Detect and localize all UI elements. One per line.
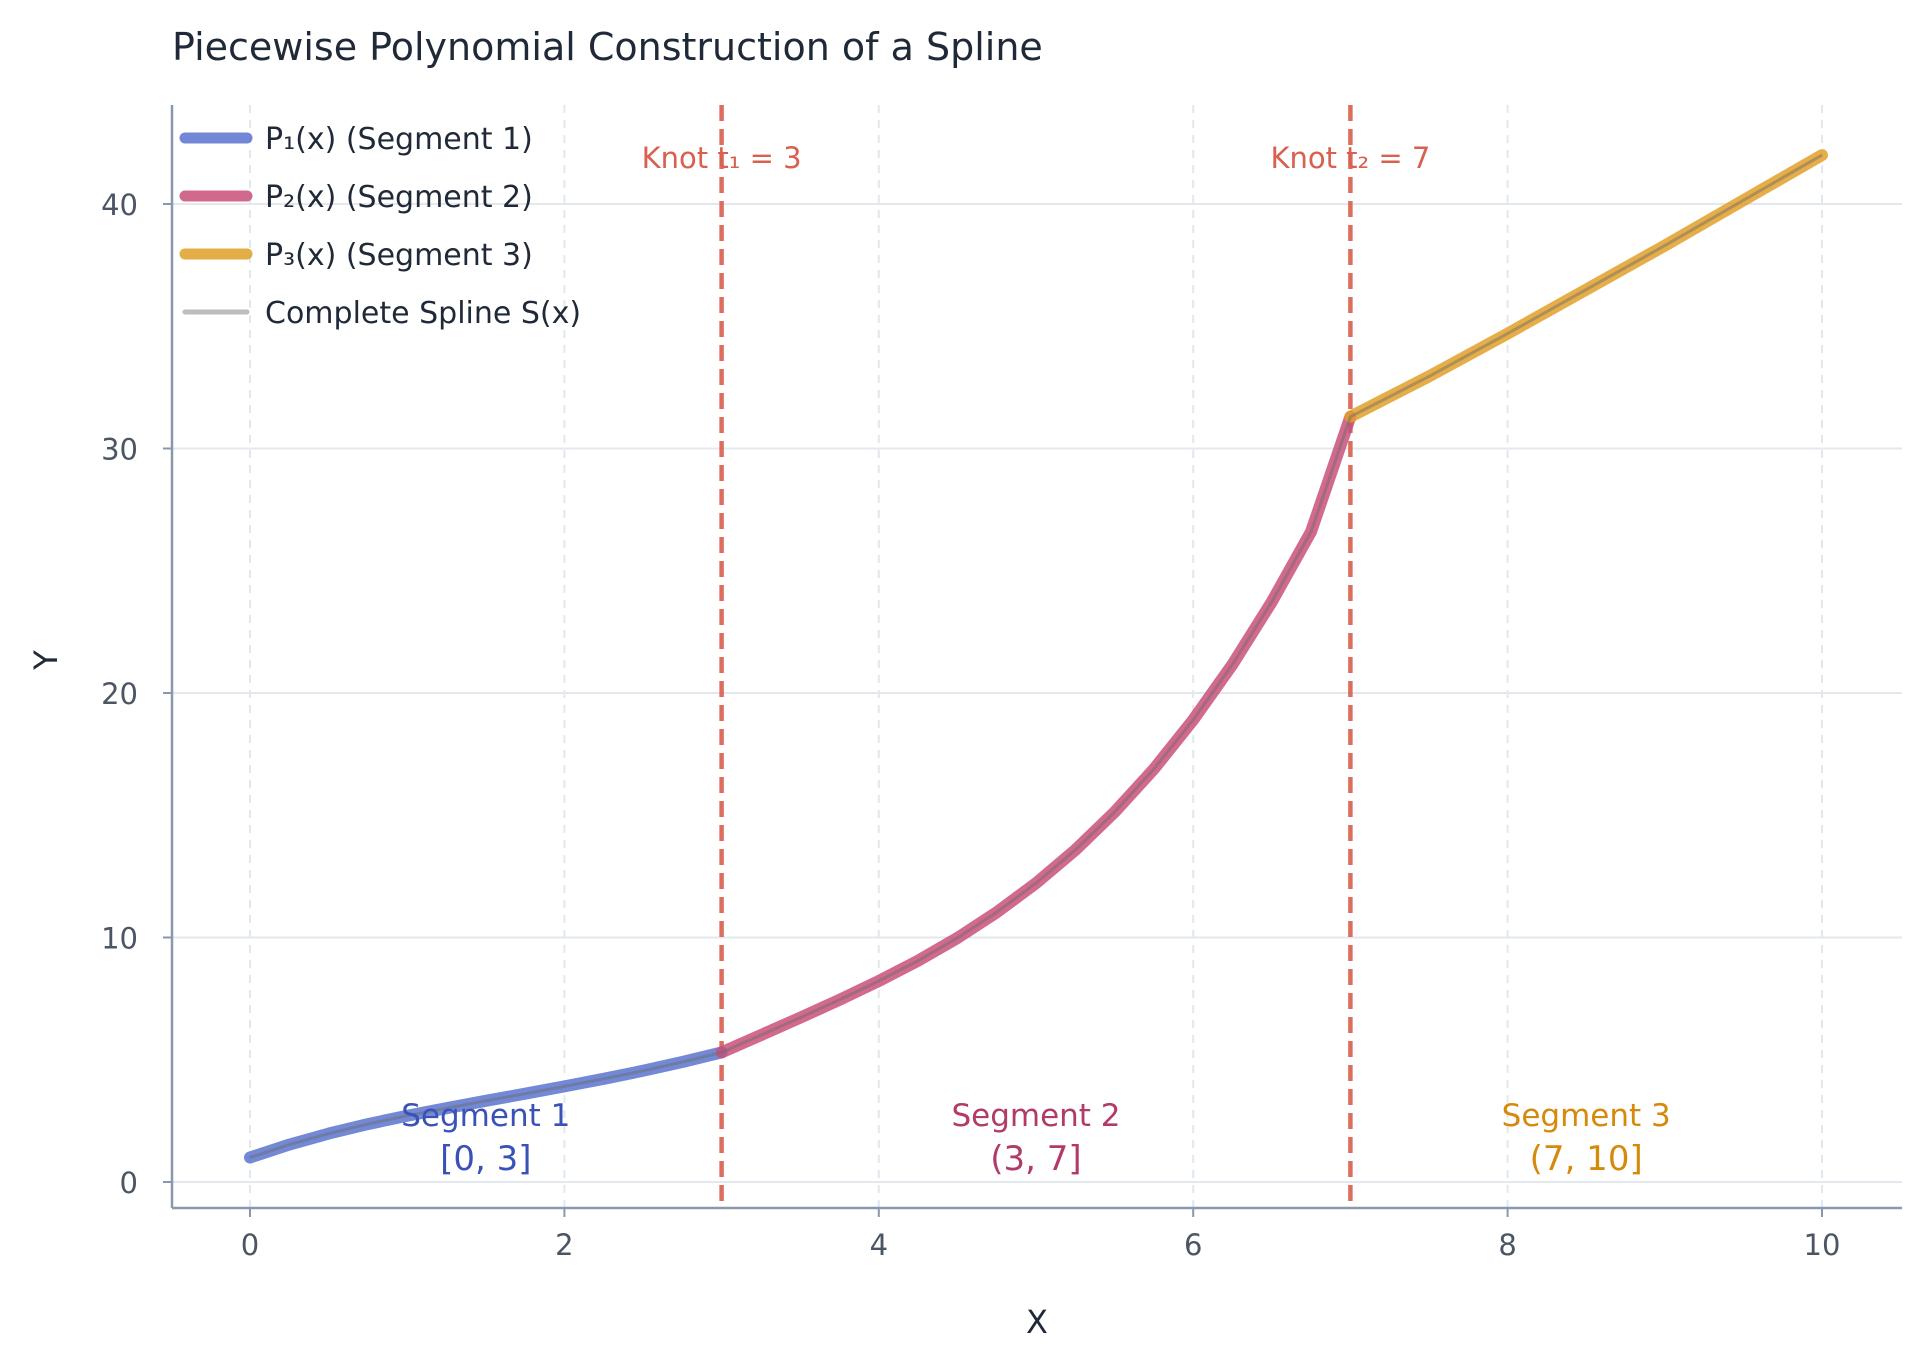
segment-interval-2: (3, 7] — [990, 1139, 1081, 1179]
y-tick-label-10: 10 — [101, 922, 138, 956]
y-axis-label: Y — [27, 650, 65, 671]
series-line-segment-2 — [715, 410, 1357, 1059]
x-tick-label-0: 0 — [241, 1228, 259, 1262]
y-tick-label-0: 0 — [120, 1166, 138, 1200]
series-line-segment-1 — [244, 1046, 728, 1164]
x-axis-label: X — [1026, 1303, 1048, 1341]
y-tick-label-20: 20 — [101, 677, 138, 711]
y-tick-label-40: 40 — [101, 188, 138, 222]
segment-labels: Segment 1 [0, 3] Segment 2 (3, 7] Segment 3 (… — [401, 1098, 1670, 1179]
legend: P₁(x) (Segment 1) P₂(x) (Segment 2) P₃(x) … — [179, 122, 581, 331]
knot-label-2: Knot t₂ = 7 — [1270, 141, 1430, 175]
segment-interval-3: (7, 10] — [1530, 1139, 1643, 1179]
y-tick-label-30: 30 — [101, 433, 138, 467]
series-lines — [244, 149, 1828, 1164]
segment-label-3: Segment 3 — [1502, 1098, 1671, 1134]
segment-label-2: Segment 2 — [951, 1098, 1120, 1134]
grid — [172, 105, 1902, 1208]
x-tick-label-2: 2 — [555, 1228, 573, 1262]
knot-label-1: Knot t₁ = 3 — [642, 141, 802, 175]
series-line-segment-3 — [1344, 149, 1828, 423]
series-line-complete-spline — [249, 153, 1823, 1159]
chart-title: Piecewise Polynomial Construction of a S… — [172, 25, 1043, 69]
x-tick-label-8: 8 — [1498, 1228, 1516, 1262]
legend-label-4: Complete Spline S(x) — [265, 296, 581, 331]
segment-interval-1: [0, 3] — [440, 1139, 531, 1179]
axes — [170, 105, 1902, 1210]
tick-labels: 0 2 4 6 8 10 0 10 20 30 40 — [101, 188, 1840, 1262]
segment-label-1: Segment 1 — [401, 1098, 570, 1134]
knot-lines: Knot t₁ = 3 Knot t₂ = 7 — [642, 105, 1430, 1208]
legend-label-1: P₁(x) (Segment 1) — [265, 122, 533, 157]
legend-label-2: P₂(x) (Segment 2) — [265, 180, 533, 215]
legend-label-3: P₃(x) (Segment 3) — [265, 238, 533, 273]
x-tick-label-4: 4 — [870, 1228, 888, 1262]
x-tick-label-10: 10 — [1804, 1228, 1841, 1262]
x-tick-label-6: 6 — [1184, 1228, 1202, 1262]
